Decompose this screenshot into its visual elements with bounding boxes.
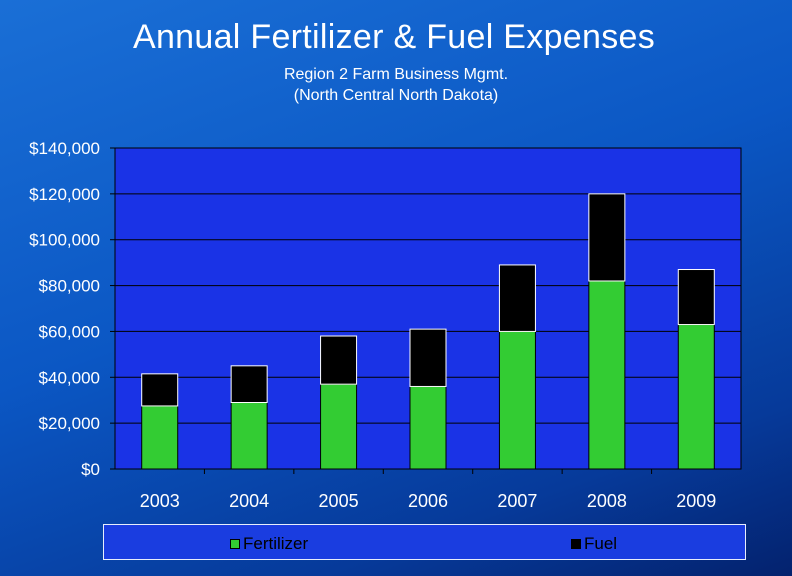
legend-swatch-fuel xyxy=(571,539,581,549)
legend-label-fertilizer: Fertilizer xyxy=(243,534,309,553)
legend-label-fuel: Fuel xyxy=(584,534,618,553)
bar-fuel-2003 xyxy=(141,373,179,407)
bar-fertilizer-2007 xyxy=(498,330,536,470)
bar-fuel-2006 xyxy=(409,328,447,387)
bar-fuel-2007 xyxy=(498,264,536,332)
x-tick-label: 2005 xyxy=(319,491,359,511)
y-tick-label: $20,000 xyxy=(39,414,100,433)
chart-subtitle-line-1: Region 2 Farm Business Mgmt. xyxy=(283,66,509,83)
y-tick-label: $80,000 xyxy=(39,277,100,296)
bar-fertilizer-2006 xyxy=(409,385,447,470)
legend-item-fertilizer: Fertilizer xyxy=(230,534,308,554)
bar-fuel-2005 xyxy=(320,335,358,385)
chart-subtitle-line-2: (North Central North Dakota) xyxy=(293,87,499,104)
bar-fuel-2009 xyxy=(677,269,715,326)
bar-fertilizer-2009 xyxy=(677,324,715,470)
bar-fertilizer-2008 xyxy=(588,280,626,470)
y-tick-label: $100,000 xyxy=(29,231,100,250)
y-tick-label: $40,000 xyxy=(39,368,100,387)
y-tick-label: $0 xyxy=(81,460,100,479)
x-tick-label: 2007 xyxy=(497,491,537,511)
bar-fertilizer-2005 xyxy=(320,383,358,470)
bar-fertilizer-2003 xyxy=(141,405,179,470)
legend-swatch-fertilizer xyxy=(230,539,240,549)
chart-legend: Fertilizer Fuel xyxy=(103,524,746,560)
y-tick-label: $60,000 xyxy=(39,322,100,341)
x-tick-label: 2008 xyxy=(587,491,627,511)
chart-title: Annual Fertilizer & Fuel Expenses xyxy=(132,18,656,56)
x-tick-label: 2006 xyxy=(408,491,448,511)
x-tick-label: 2003 xyxy=(140,491,180,511)
x-tick-label: 2004 xyxy=(229,491,269,511)
x-tick-label: 2009 xyxy=(676,491,716,511)
legend-item-fuel: Fuel xyxy=(571,534,617,554)
bar-fuel-2004 xyxy=(230,365,268,404)
bar-fuel-2008 xyxy=(588,193,626,282)
y-tick-label: $140,000 xyxy=(29,139,100,158)
bar-fertilizer-2004 xyxy=(230,402,268,470)
y-tick-label: $120,000 xyxy=(29,185,100,204)
chart-area: $0 $20,000 $40,000 $60,000 $80,000 $100,000 $1… xyxy=(29,139,742,511)
